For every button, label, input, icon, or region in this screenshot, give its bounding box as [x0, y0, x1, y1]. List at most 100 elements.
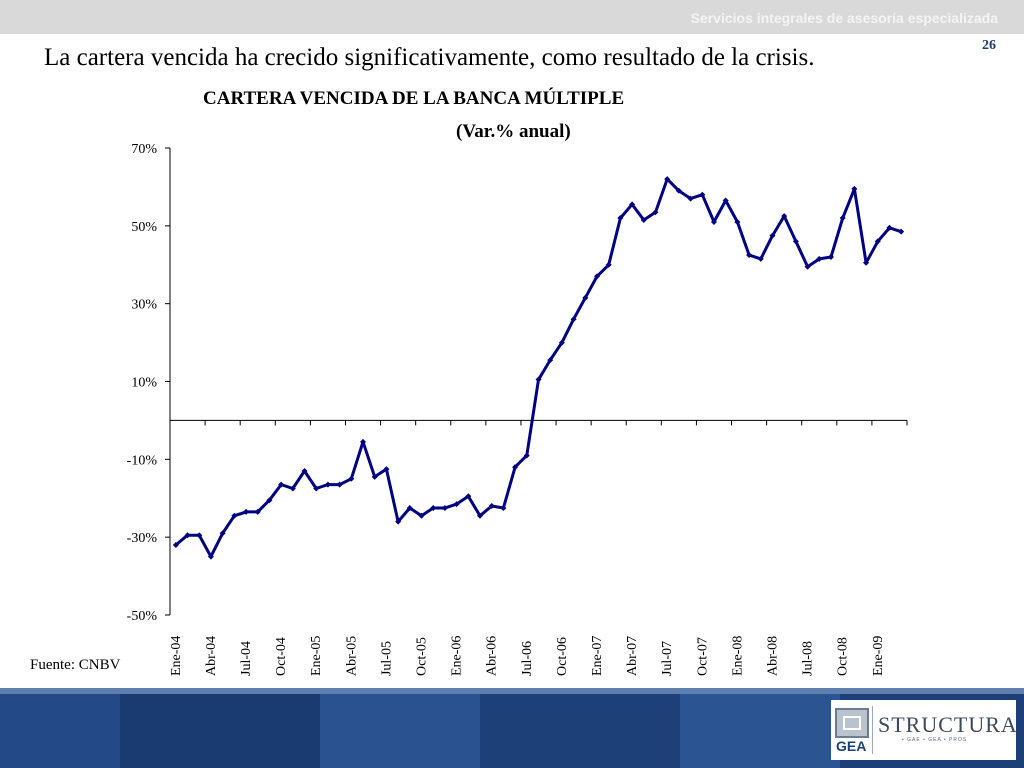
header-bar: Servicios integrales de asesoría especia… [0, 0, 1024, 34]
x-tick-label: Jul-08 [801, 641, 816, 676]
gea-logo-text: GEA [836, 738, 867, 754]
data-point [804, 263, 811, 270]
data-point [512, 464, 519, 471]
data-point [184, 532, 191, 539]
y-tick-label: -30% [127, 531, 158, 546]
data-point [722, 197, 729, 204]
data-point [851, 185, 858, 192]
data-point [769, 232, 776, 239]
footer-band [480, 694, 680, 768]
data-point [547, 357, 554, 364]
x-tick-label: Ene-04 [169, 636, 184, 676]
data-point [874, 238, 881, 245]
logo-divider [872, 706, 873, 754]
y-tick-label: -10% [127, 453, 158, 468]
data-point [816, 255, 823, 262]
x-tick-label: Ene-05 [309, 636, 324, 676]
data-point [324, 481, 331, 488]
x-tick-label: Jul-04 [239, 641, 254, 676]
data-point [465, 493, 472, 500]
data-point [196, 532, 203, 539]
data-point [898, 228, 905, 235]
data-point [687, 195, 694, 202]
data-point [207, 553, 214, 560]
x-tick-label: Ene-07 [590, 636, 605, 676]
x-tick-label: Oct-08 [836, 637, 851, 676]
data-point [734, 218, 741, 225]
data-point [792, 238, 799, 245]
x-tick-label: Oct-06 [555, 637, 570, 676]
data-point [605, 261, 612, 268]
data-point [535, 376, 542, 383]
y-tick-label: 30% [131, 298, 157, 313]
footer-band [120, 694, 320, 768]
x-tick-label: Jul-07 [660, 641, 675, 676]
data-point [839, 215, 846, 222]
x-tick-label: Jul-05 [379, 641, 394, 676]
data-point [863, 259, 870, 266]
data-point [395, 518, 402, 525]
data-point [383, 466, 390, 473]
footer-band [0, 694, 120, 768]
data-point [313, 485, 320, 492]
page-number: 26 [982, 38, 996, 53]
x-tick-label: Ene-06 [450, 636, 465, 676]
x-tick-label: Jul-06 [520, 641, 535, 676]
data-point [301, 468, 308, 475]
data-point [886, 224, 893, 231]
x-tick-label: Ene-09 [871, 636, 886, 676]
data-point [453, 501, 460, 508]
y-tick-label: 10% [131, 376, 157, 391]
data-point [172, 541, 179, 548]
data-point [406, 504, 413, 511]
data-point [500, 504, 507, 511]
data-point [243, 508, 250, 515]
x-tick-label: Abr-08 [765, 636, 780, 676]
x-tick-label: Oct-07 [695, 637, 710, 676]
data-point [219, 530, 226, 537]
data-point [430, 504, 437, 511]
data-point [418, 512, 425, 519]
series-line [174, 177, 902, 559]
data-point [617, 215, 624, 222]
company-tagline: Servicios integrales de asesoría especia… [690, 10, 998, 26]
chart-subtitle: (Var.% anual) [456, 121, 571, 142]
x-tick-label: Abr-05 [344, 636, 359, 676]
data-point [266, 497, 273, 504]
data-point [593, 273, 600, 280]
data-point [441, 504, 448, 511]
data-point [664, 176, 671, 183]
chart-title: CARTERA VENCIDA DE LA BANCA MÚLTIPLE [203, 88, 625, 109]
data-point [360, 438, 367, 445]
data-point [254, 508, 261, 515]
data-point [781, 213, 788, 220]
data-point [629, 201, 636, 208]
x-tick-label: Oct-04 [274, 637, 289, 676]
structura-logo-text: STRUCTURA [878, 712, 1018, 737]
data-point [699, 191, 706, 198]
data-point [746, 252, 753, 259]
line-chart: 70% 50% 30% 10% -10% -30% -50% Ene-04 Abr-04 Jul-… [127, 142, 908, 676]
x-tick-label: Abr-04 [204, 636, 219, 676]
data-point [652, 209, 659, 216]
x-tick-label: Oct-05 [415, 637, 430, 676]
data-point [278, 481, 285, 488]
structura-logo-subtext: • GAE • GEA • PROS [902, 737, 968, 743]
data-point [640, 216, 647, 223]
data-point [710, 218, 717, 225]
footer-band [680, 694, 840, 768]
data-point [827, 253, 834, 260]
data-point [348, 475, 355, 482]
y-tick-label: -50% [127, 609, 158, 624]
gea-logo-icon [835, 708, 869, 738]
slide-title: La cartera vencida ha crecido significat… [44, 44, 815, 71]
data-point [757, 255, 764, 262]
data-point [523, 452, 530, 459]
x-tick-label: Abr-06 [485, 636, 500, 676]
footer-band [320, 694, 480, 768]
data-point [570, 316, 577, 323]
source-note: Fuente: CNBV [30, 657, 121, 673]
x-tick-label: Ene-08 [730, 636, 745, 676]
data-point [558, 339, 565, 346]
data-point [477, 512, 484, 519]
